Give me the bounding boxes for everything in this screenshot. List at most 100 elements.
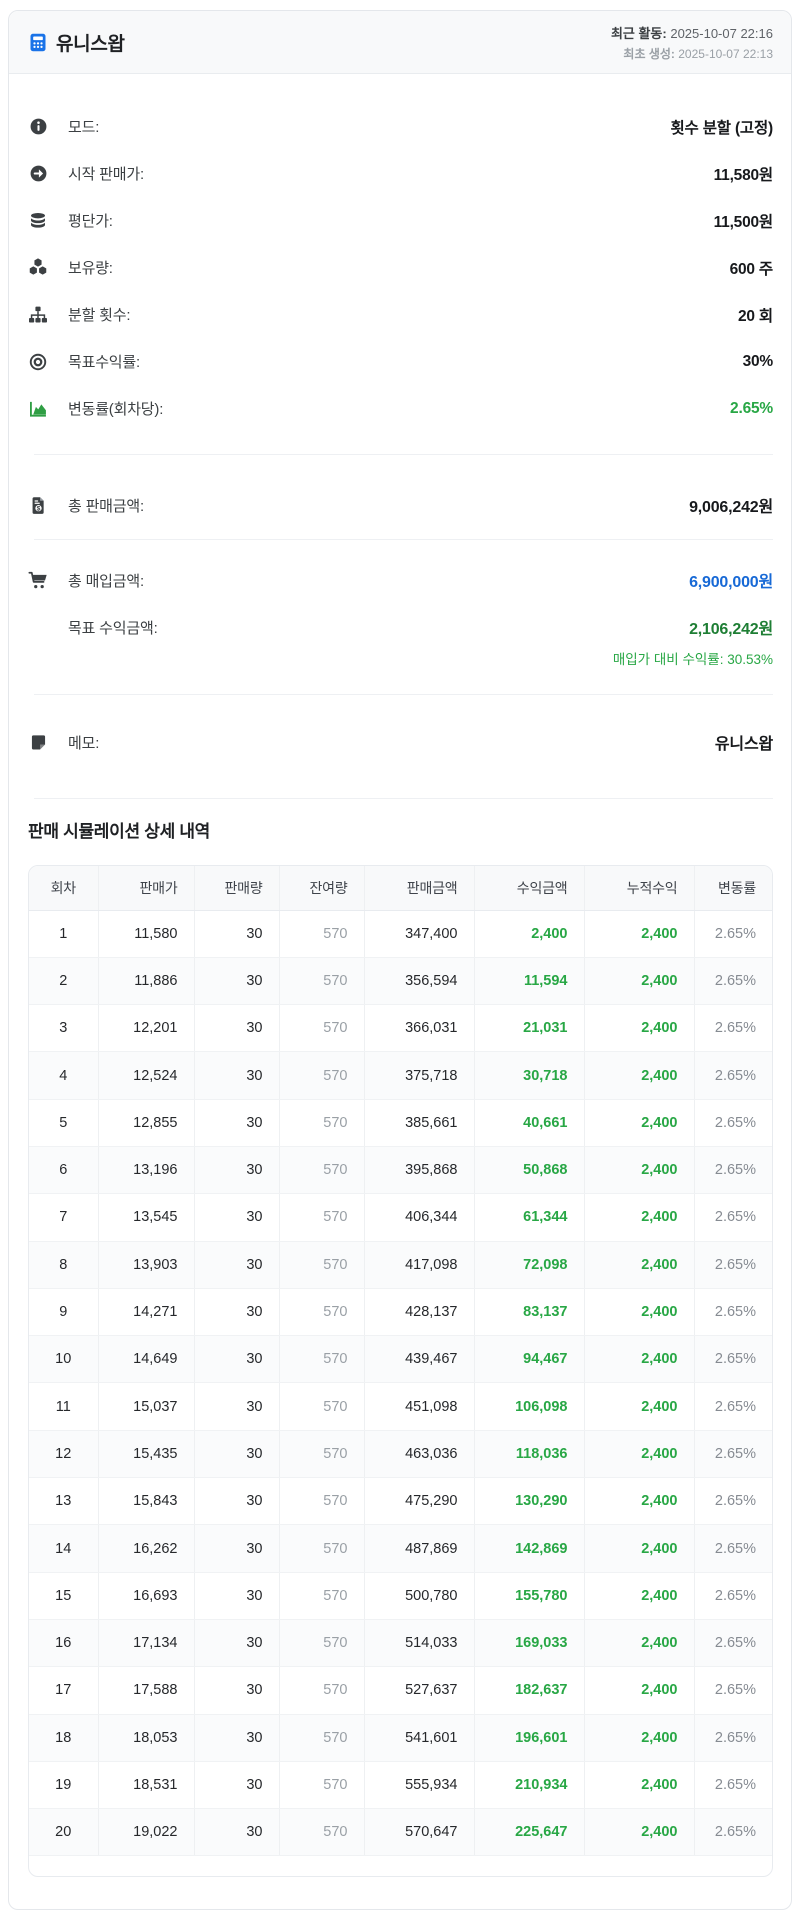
cell-remaining-qty: 570 bbox=[279, 1477, 365, 1526]
cell-sale-amount: 439,467 bbox=[364, 1335, 475, 1384]
holdings-value: 600 주 bbox=[729, 260, 774, 278]
cell-remaining-qty: 570 bbox=[279, 1666, 365, 1715]
cell-sale-qty: 30 bbox=[194, 1524, 280, 1573]
cell-cumulative-profit: 2,400 bbox=[584, 910, 695, 958]
cell-round: 10 bbox=[29, 1335, 99, 1384]
cell-sale-qty: 30 bbox=[194, 1477, 280, 1526]
col-cumulative-profit: 누적수익 bbox=[584, 866, 695, 911]
table-row: 8 13,903 30 570 417,098 72,098 2,400 2.65% bbox=[29, 1241, 772, 1289]
info-row-start-price: 시작 판매가: 11,580원 bbox=[28, 150, 773, 197]
divider bbox=[34, 539, 773, 540]
cell-change-rate: 2.65% bbox=[694, 1193, 772, 1242]
cell-sale-price: 11,886 bbox=[98, 957, 195, 1006]
info-row-holdings: 보유량: 600 주 bbox=[28, 244, 773, 291]
col-round: 회차 bbox=[29, 866, 99, 911]
cell-profit-amount: 21,031 bbox=[474, 1004, 585, 1053]
cell-sale-price: 15,037 bbox=[98, 1382, 195, 1431]
cell-cumulative-profit: 2,400 bbox=[584, 1004, 695, 1053]
cell-change-rate: 2.65% bbox=[694, 1477, 772, 1526]
cell-cumulative-profit: 2,400 bbox=[584, 1619, 695, 1668]
cell-sale-qty: 30 bbox=[194, 1666, 280, 1715]
cell-sale-qty: 30 bbox=[194, 957, 280, 1006]
cell-sale-qty: 30 bbox=[194, 1146, 280, 1195]
cell-cumulative-profit: 2,400 bbox=[584, 957, 695, 1006]
cell-profit-amount: 142,869 bbox=[474, 1524, 585, 1573]
cell-sale-price: 15,843 bbox=[98, 1477, 195, 1526]
cell-sale-amount: 500,780 bbox=[364, 1572, 475, 1620]
cell-remaining-qty: 570 bbox=[279, 1382, 365, 1431]
memo-row: 메모: 유니스왑 bbox=[9, 717, 791, 767]
col-sale-price: 판매가 bbox=[98, 866, 195, 911]
cell-profit-amount: 210,934 bbox=[474, 1761, 585, 1810]
table-row: 2 11,886 30 570 356,594 11,594 2,400 2.65% bbox=[29, 957, 772, 1006]
cell-profit-amount: 106,098 bbox=[474, 1382, 585, 1431]
total-buy-value: 6,900,000원 bbox=[689, 574, 773, 591]
cell-change-rate: 2.65% bbox=[694, 1288, 772, 1337]
sticky-note-icon bbox=[28, 732, 48, 752]
cell-sale-price: 18,531 bbox=[98, 1761, 195, 1810]
cell-round: 4 bbox=[29, 1051, 99, 1100]
cell-sale-qty: 30 bbox=[194, 1241, 280, 1289]
cell-cumulative-profit: 2,400 bbox=[584, 1193, 695, 1242]
cell-sale-price: 12,201 bbox=[98, 1004, 195, 1053]
cell-sale-qty: 30 bbox=[194, 1430, 280, 1479]
cell-profit-amount: 155,780 bbox=[474, 1572, 585, 1620]
cell-cumulative-profit: 2,400 bbox=[584, 1761, 695, 1810]
cell-profit-amount: 61,344 bbox=[474, 1193, 585, 1242]
table-section-title: 판매 시뮬레이션 상세 내역 bbox=[28, 822, 211, 841]
cell-cumulative-profit: 2,400 bbox=[584, 1808, 695, 1857]
cell-remaining-qty: 570 bbox=[279, 1335, 365, 1384]
header-left: 유니스왑 bbox=[28, 29, 125, 56]
cell-sale-price: 17,134 bbox=[98, 1619, 195, 1668]
cell-sale-qty: 30 bbox=[194, 1808, 280, 1857]
change-rate-value: 2.65% bbox=[730, 399, 773, 417]
cell-sale-price: 12,855 bbox=[98, 1099, 195, 1147]
cell-round: 8 bbox=[29, 1241, 99, 1289]
cell-round: 2 bbox=[29, 957, 99, 1006]
cell-sale-price: 11,580 bbox=[98, 910, 195, 958]
cell-remaining-qty: 570 bbox=[279, 1099, 365, 1147]
cell-change-rate: 2.65% bbox=[694, 1524, 772, 1573]
sitemap-icon bbox=[28, 305, 48, 325]
cell-sale-amount: 385,661 bbox=[364, 1099, 475, 1147]
cell-cumulative-profit: 2,400 bbox=[584, 1288, 695, 1337]
card-header: 유니스왑 최근 활동: 2025-10-07 22:16 최초 생성: 2025… bbox=[9, 11, 791, 74]
cell-round: 12 bbox=[29, 1430, 99, 1479]
cell-sale-qty: 30 bbox=[194, 1335, 280, 1384]
cell-change-rate: 2.65% bbox=[694, 1051, 772, 1100]
cell-sale-qty: 30 bbox=[194, 1619, 280, 1668]
cell-profit-amount: 11,594 bbox=[474, 957, 585, 1006]
cell-cumulative-profit: 2,400 bbox=[584, 1146, 695, 1195]
file-invoice-dollar-icon: $ bbox=[28, 495, 48, 515]
cell-remaining-qty: 570 bbox=[279, 1241, 365, 1289]
cell-change-rate: 2.65% bbox=[694, 1004, 772, 1053]
col-sale-amount: 판매금액 bbox=[364, 866, 475, 911]
cell-sale-price: 13,545 bbox=[98, 1193, 195, 1242]
area-chart-icon bbox=[28, 399, 48, 419]
simulation-table: 회차 판매가 판매량 잔여량 판매금액 수익금액 누적수익 변동률 1 11,58… bbox=[29, 866, 772, 1857]
table-row: 13 15,843 30 570 475,290 130,290 2,400 2.65% bbox=[29, 1477, 772, 1526]
total-sale-row: $ 총 판매금액: 9,006,242원 bbox=[9, 480, 791, 530]
cell-change-rate: 2.65% bbox=[694, 1335, 772, 1384]
cell-cumulative-profit: 2,400 bbox=[584, 1572, 695, 1620]
cell-change-rate: 2.65% bbox=[694, 1382, 772, 1431]
table-row: 4 12,524 30 570 375,718 30,718 2,400 2.65% bbox=[29, 1051, 772, 1100]
cell-profit-amount: 94,467 bbox=[474, 1335, 585, 1384]
cell-sale-qty: 30 bbox=[194, 1004, 280, 1053]
cell-sale-amount: 428,137 bbox=[364, 1288, 475, 1337]
cell-sale-price: 13,903 bbox=[98, 1241, 195, 1289]
divider bbox=[34, 798, 773, 799]
split-count-value: 20 회 bbox=[737, 307, 773, 325]
col-profit-amount: 수익금액 bbox=[474, 866, 585, 911]
cell-remaining-qty: 570 bbox=[279, 1761, 365, 1810]
bullseye-icon bbox=[28, 352, 48, 372]
start-price-value: 11,580원 bbox=[713, 166, 774, 184]
cell-remaining-qty: 570 bbox=[279, 1619, 365, 1668]
cell-remaining-qty: 570 bbox=[279, 1193, 365, 1242]
table-row: 14 16,262 30 570 487,869 142,869 2,400 2.65% bbox=[29, 1524, 772, 1573]
mode-value: 횟수 분할 (고정) bbox=[670, 119, 774, 137]
table-row: 18 18,053 30 570 541,601 196,601 2,400 2.65% bbox=[29, 1714, 772, 1762]
cell-change-rate: 2.65% bbox=[694, 910, 772, 958]
cell-sale-price: 17,588 bbox=[98, 1666, 195, 1715]
target-profit-row: 목표 수익금액: 2,106,242원 bbox=[9, 605, 791, 649]
